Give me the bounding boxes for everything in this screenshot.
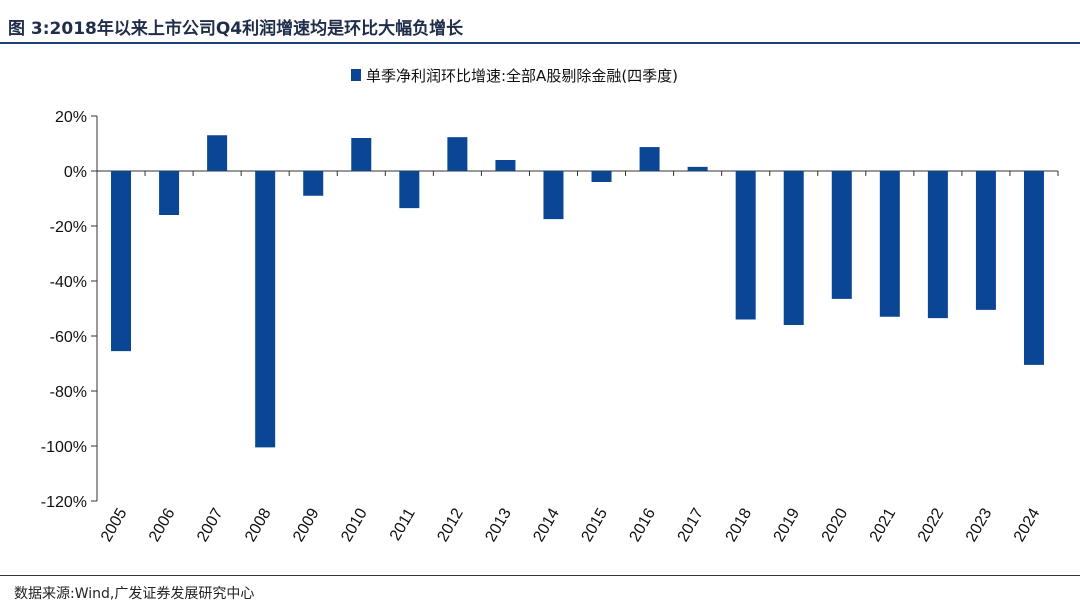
bar-2015 <box>591 171 612 182</box>
y-tick-label: -20% <box>50 219 87 236</box>
bar-2005 <box>111 171 132 352</box>
x-tick-label: 2005 <box>98 505 131 544</box>
bar-2010 <box>351 138 372 171</box>
x-tick-label: 2006 <box>146 505 179 544</box>
bar-2014 <box>543 171 564 220</box>
x-tick-label: 2019 <box>771 505 804 544</box>
x-tick-label: 2015 <box>578 505 611 544</box>
figure-title: 图 3:2018年以来上市公司Q4利润增速均是环比大幅负增长 <box>8 19 464 39</box>
bar-2012 <box>447 137 468 171</box>
bar-2022 <box>927 171 948 319</box>
x-tick-label: 2020 <box>819 505 852 544</box>
bar-2019 <box>783 171 804 325</box>
x-tick-label: 2023 <box>963 505 996 544</box>
bar-2023 <box>975 171 996 310</box>
x-tick-label: 2014 <box>530 505 563 544</box>
x-tick-label: 2016 <box>627 505 660 544</box>
bar-2024 <box>1023 171 1044 365</box>
legend: 单季净利润环比增速:全部A股剔除金融(四季度) <box>351 67 678 85</box>
x-tick-label: 2021 <box>867 505 900 544</box>
bar-2021 <box>879 171 900 317</box>
bar-2007 <box>207 135 228 171</box>
legend-label: 单季净利润环比增速:全部A股剔除金融(四季度) <box>366 67 678 85</box>
bar-2009 <box>303 171 324 196</box>
bar-2008 <box>255 171 276 448</box>
bar-2020 <box>831 171 852 299</box>
x-tick-label: 2011 <box>387 505 419 543</box>
y-tick-label: -120% <box>41 494 87 511</box>
x-tick-label: 2012 <box>434 505 467 544</box>
x-tick-label: 2013 <box>482 505 515 544</box>
y-tick-label: -80% <box>50 384 87 401</box>
x-tick-label: 2022 <box>915 505 948 544</box>
y-tick-label: -60% <box>50 329 87 346</box>
x-tick-label: 2008 <box>242 505 275 544</box>
bar-2017 <box>687 166 708 171</box>
bars <box>111 135 1044 448</box>
bar-2013 <box>495 160 516 171</box>
y-tick-label: 20% <box>55 109 87 126</box>
x-axis: 2005 2006 2007 2008 2009 2010 2011 2012 2013 2014… <box>96 171 1059 545</box>
y-axis: 20% 0% -20% -40% -60% -80% -100% -120% <box>41 109 1058 511</box>
bar-2006 <box>159 171 180 215</box>
x-tick-label: 2018 <box>723 505 756 544</box>
title-rule <box>0 42 1080 44</box>
y-tick-label: 0% <box>64 164 87 181</box>
bar-2011 <box>399 171 420 209</box>
footer-rule <box>0 575 1080 576</box>
x-tick-label: 2007 <box>194 505 227 544</box>
bar-2018 <box>735 171 756 320</box>
legend-swatch <box>351 69 361 81</box>
y-tick-label: -40% <box>50 274 87 291</box>
x-tick-label: 2009 <box>290 505 323 544</box>
bar-2016 <box>639 147 660 171</box>
x-tick-label: 2017 <box>675 505 708 544</box>
y-tick-label: -100% <box>41 439 87 456</box>
source-note: 数据来源:Wind,广发证券发展研究中心 <box>14 586 255 602</box>
x-tick-label: 2010 <box>338 505 371 544</box>
bar-chart: 单季净利润环比增速:全部A股剔除金融(四季度) 20% 0% -20% -40% -60… <box>41 67 1059 545</box>
x-tick-label: 2024 <box>1011 505 1044 544</box>
